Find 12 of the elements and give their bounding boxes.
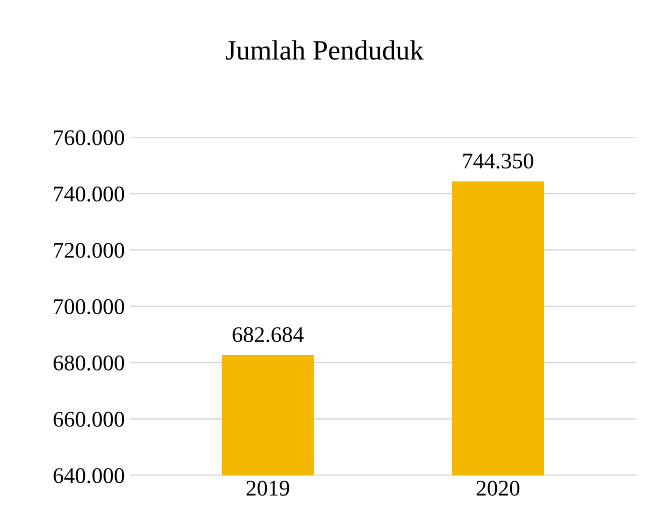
chart-title: Jumlah Penduduk [226, 40, 424, 60]
data-label: 744.350 [463, 154, 534, 169]
x-tick-label: 2020 [476, 480, 520, 496]
y-tick-label: 720.000 [54, 242, 124, 258]
y-tick-label: 700.000 [54, 299, 124, 314]
y-tick-label: 740.000 [54, 186, 124, 202]
y-tick-label: 660.000 [54, 412, 124, 427]
y-tick-label: 680.000 [54, 355, 124, 371]
y-tick-label: 760.000 [54, 130, 124, 146]
y-tick-label: 640.000 [54, 468, 124, 484]
data-label: 682.684 [232, 327, 304, 342]
x-tick-label: 2019 [246, 480, 290, 496]
